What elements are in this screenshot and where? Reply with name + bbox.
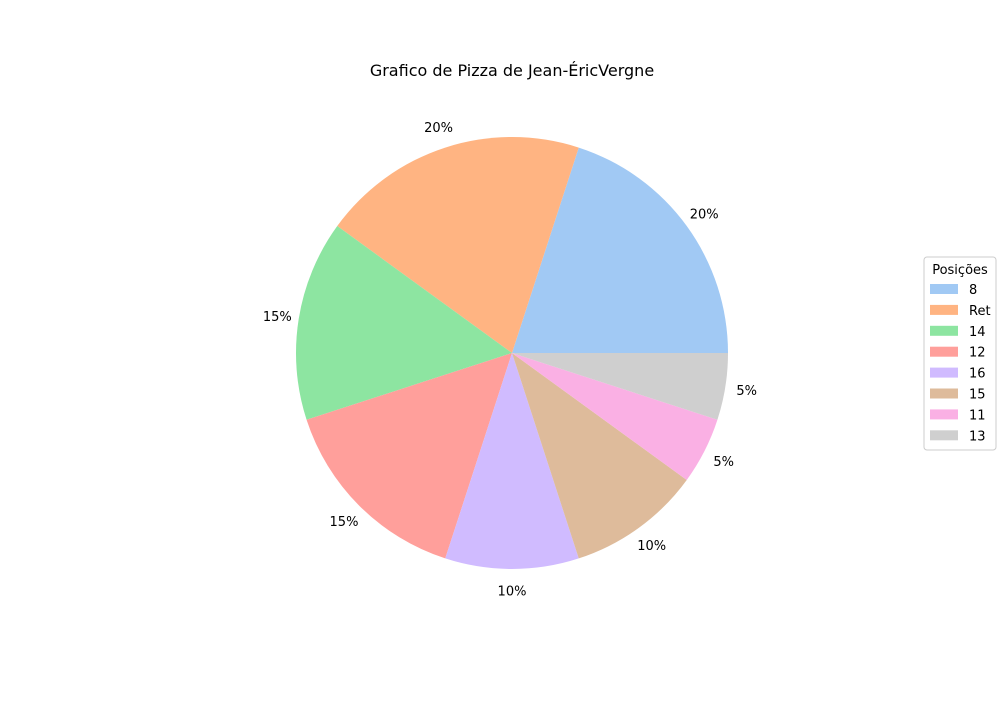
legend-swatch: [930, 304, 958, 315]
legend-swatch: [930, 388, 958, 399]
pie-slice-ret: [337, 136, 579, 353]
percent-label: 10%: [637, 539, 666, 554]
pie-slice-8: [512, 147, 729, 353]
pie-slice-14: [295, 226, 512, 420]
legend-label: 12: [969, 346, 986, 361]
legend-swatch: [930, 409, 958, 420]
legend-label: 13: [969, 429, 986, 444]
percent-label: 20%: [424, 121, 453, 136]
legend-swatch: [930, 346, 958, 357]
legend-label: 11: [969, 408, 986, 423]
percent-label: 20%: [690, 207, 719, 222]
legend-label: 8: [969, 283, 977, 298]
legend-swatch: [930, 367, 958, 378]
percent-labels: 20% 20% 15% 15% 10% 10% 5% 5%: [263, 121, 757, 600]
pie-slice-15: [512, 353, 687, 559]
legend-swatch: [930, 430, 958, 441]
legend-swatch: [930, 325, 958, 336]
percent-label: 15%: [263, 310, 292, 325]
legend-label: 14: [969, 325, 986, 340]
legend-items: 8 Ret 14 12 16 15 11 13: [930, 283, 991, 444]
legend-swatch: [930, 284, 958, 294]
pie-slices: [295, 136, 729, 570]
pie-slice-12: [306, 353, 512, 559]
percent-label: 5%: [736, 384, 757, 399]
percent-label: 5%: [713, 455, 734, 470]
legend: Posições 8 Ret 14 12 16 15 11 13: [923, 256, 997, 451]
legend-label: 16: [969, 367, 986, 382]
legend-label: Ret: [969, 304, 991, 319]
pie-slice-11: [512, 353, 718, 480]
pie-slice-16: [445, 353, 579, 570]
percent-label: 15%: [330, 515, 359, 530]
chart-title: Grafico de Pizza de Jean-ÉricVergne: [370, 61, 654, 80]
legend-label: 15: [969, 388, 986, 403]
pie-slice-13: [512, 353, 728, 420]
legend-title: Posições: [932, 263, 988, 278]
percent-label: 10%: [498, 585, 527, 600]
